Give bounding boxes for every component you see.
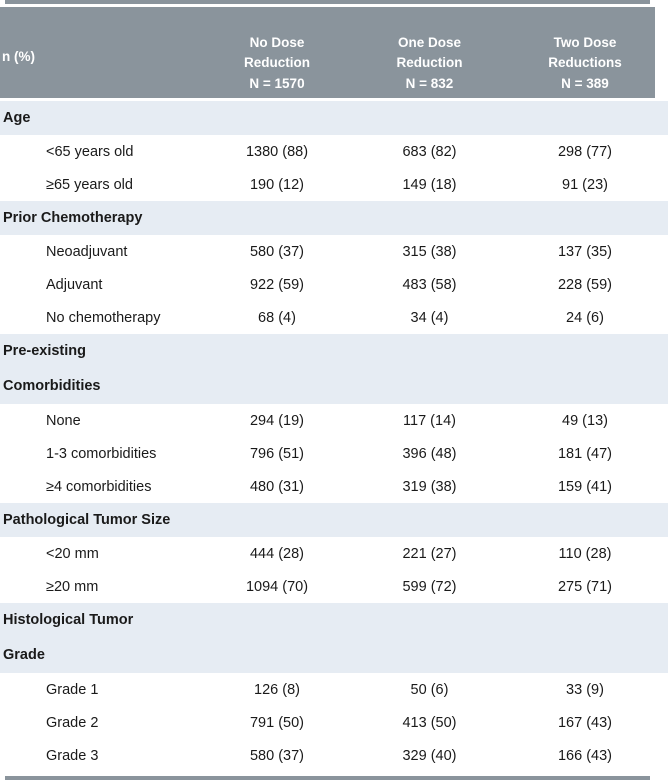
header-col-n: N = 389 (561, 75, 609, 91)
row-label: ≥4 comorbidities (46, 478, 152, 495)
table-row: ≥65 years old 190 (12) 149 (18) 91 (23) (0, 168, 668, 201)
cell-value: 137 (35) (557, 243, 612, 260)
header-col-line: Reductions (548, 55, 622, 70)
cell-value: 580 (37) (249, 243, 304, 260)
row-label: No chemotherapy (46, 309, 161, 326)
section-title: Age (3, 110, 31, 126)
section-header-row: Age (0, 101, 668, 135)
row-label: None (46, 412, 81, 429)
header-col-line: Two Dose (553, 34, 617, 50)
table-row: None 294 (19) 117 (14) 49 (13) (0, 404, 668, 437)
cell-value: 221 (27) (402, 545, 457, 562)
row-label: ≥65 years old (46, 176, 133, 193)
section-header-row: Pathological Tumor Size (0, 503, 668, 537)
table-row: 1-3 comorbidities 796 (51) 396 (48) 181 (47… (0, 437, 668, 470)
row-label: <65 years old (46, 143, 134, 160)
bottom-crop-bar (5, 776, 650, 780)
cell-value: 315 (38) (402, 243, 457, 260)
cell-value: 796 (51) (249, 445, 304, 462)
header-col-n: N = 1570 (249, 75, 305, 91)
row-label: Neoadjuvant (46, 243, 128, 260)
cell-value: 149 (18) (402, 176, 457, 193)
section-header-row: Pre-existing Comorbidities (0, 334, 668, 404)
row-label: Adjuvant (46, 276, 103, 293)
cell-value: 110 (28) (558, 545, 612, 562)
section-title: Histological Tumor (3, 612, 134, 628)
section-title: Comorbidities (3, 378, 101, 394)
section-title: Pathological Tumor Size (3, 512, 171, 528)
cell-value: 117 (14) (403, 412, 456, 429)
row-label: 1-3 comorbidities (46, 445, 157, 462)
cell-value: 922 (59) (249, 276, 304, 293)
cell-value: 49 (13) (562, 412, 608, 429)
header-col-line: One Dose (397, 34, 462, 50)
row-label: Grade 2 (46, 714, 99, 731)
row-label: <20 mm (46, 545, 99, 562)
cell-value: 275 (71) (557, 578, 612, 595)
cell-value: 413 (50) (402, 714, 457, 731)
row-label: Grade 1 (46, 681, 99, 698)
header-label-cell: n (%) (0, 7, 197, 98)
cell-value: 181 (47) (557, 445, 612, 462)
cell-value: 1094 (70) (245, 578, 309, 595)
cell-value: 126 (8) (254, 681, 300, 698)
cell-value: 444 (28) (249, 545, 304, 562)
cell-value: 166 (43) (557, 747, 612, 764)
table-row: Grade 1 126 (8) 50 (6) 33 (9) (0, 673, 668, 706)
header-label: n (%) (2, 48, 35, 64)
header-col-n: N = 832 (405, 75, 454, 91)
section-header-row: Histological Tumor Grade (0, 603, 668, 673)
cell-value: 167 (43) (557, 714, 612, 731)
table-row: No chemotherapy 68 (4) 34 (4) 24 (6) (0, 301, 668, 334)
header-col-two-dose-reductions: Two Dose Reductions N = 389 (502, 7, 668, 98)
section-title: Prior Chemotherapy (3, 210, 143, 226)
header-body-separator (0, 98, 672, 101)
cell-value: 483 (58) (402, 276, 457, 293)
cell-value: 68 (4) (258, 309, 296, 326)
header-col-no-dose-reduction: No Dose Reduction N = 1570 (197, 7, 357, 98)
header-separator (0, 4, 672, 7)
top-crop-bar (5, 0, 650, 4)
table-row: Grade 3 580 (37) 329 (40) 166 (43) (0, 739, 668, 772)
cell-value: 33 (9) (566, 681, 604, 698)
header-col-line: Reduction (244, 55, 310, 70)
cell-value: 190 (12) (249, 176, 304, 193)
cell-value: 580 (37) (249, 747, 304, 764)
table-row: ≥4 comorbidities 480 (31) 319 (38) 159 (41) (0, 470, 668, 503)
cell-value: 159 (41) (557, 478, 612, 495)
header-col-line: Reduction (396, 55, 463, 70)
table-row: Adjuvant 922 (59) 483 (58) 228 (59) (0, 268, 668, 301)
cell-value: 298 (77) (557, 143, 612, 160)
table-body: Age <65 years old 1380 (88) 683 (82) 298 (77… (0, 101, 668, 772)
header-col-one-dose-reduction: One Dose Reduction N = 832 (357, 7, 502, 98)
row-label: Grade 3 (46, 747, 99, 764)
table-row: ≥20 mm 1094 (70) 599 (72) 275 (71) (0, 570, 668, 603)
section-title: Grade (3, 647, 45, 663)
cell-value: 599 (72) (402, 578, 457, 595)
section-header-row: Prior Chemotherapy (0, 201, 668, 235)
cell-value: 50 (6) (410, 681, 449, 698)
cell-value: 91 (23) (562, 176, 608, 193)
cell-value: 791 (50) (249, 714, 304, 731)
cell-value: 329 (40) (402, 747, 457, 764)
table-header: n (%) No Dose Reduction N = 1570 One Dos… (0, 7, 668, 98)
cell-value: 34 (4) (410, 309, 449, 326)
section-title: Pre-existing (3, 343, 86, 359)
cell-value: 396 (48) (402, 445, 457, 462)
cell-value: 1380 (88) (245, 143, 309, 160)
table-row: <20 mm 444 (28) 221 (27) 110 (28) (0, 537, 668, 570)
table-row: <65 years old 1380 (88) 683 (82) 298 (77) (0, 135, 668, 168)
cell-value: 319 (38) (402, 478, 457, 495)
row-label: ≥20 mm (46, 578, 99, 595)
cell-value: 480 (31) (249, 478, 304, 495)
cell-value: 228 (59) (557, 276, 612, 293)
cell-value: 24 (6) (566, 309, 604, 326)
table-row: Neoadjuvant 580 (37) 315 (38) 137 (35) (0, 235, 668, 268)
cell-value: 294 (19) (249, 412, 304, 429)
header-col-line: No Dose (249, 34, 305, 50)
table-row: Grade 2 791 (50) 413 (50) 167 (43) (0, 706, 668, 739)
cell-value: 683 (82) (402, 143, 457, 160)
